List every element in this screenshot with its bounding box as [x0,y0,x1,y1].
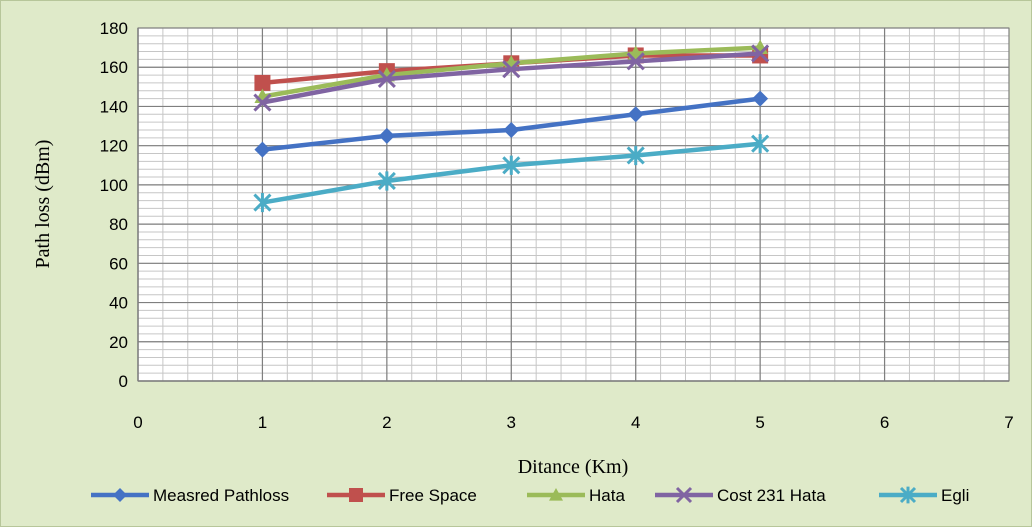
data-point [254,74,271,91]
y-tick-label: 140 [100,97,128,116]
marker-stroke [253,93,272,112]
data-point [751,44,770,63]
x-tick-label: 2 [382,413,391,432]
data-point [377,171,396,191]
x-tick-label: 5 [755,413,764,432]
legend-label: Measred Pathloss [153,486,289,505]
legend-marker [675,486,693,504]
y-tick-label: 20 [109,333,128,352]
data-point [253,93,272,112]
series-cost-231-hata [253,44,770,112]
legend-item: Hata [527,486,625,505]
y-tick-label: 60 [109,254,128,273]
y-tick-label: 100 [100,176,128,195]
marker-stroke [377,171,396,191]
data-point [627,106,644,123]
legend-item: Egli [879,486,969,505]
marker-stroke [751,134,770,154]
series-layer [253,39,770,213]
legend-marker [899,486,917,504]
marker-stroke [377,69,396,89]
y-axis-title: Path loss (dBm) [32,140,54,269]
x-tick-label: 0 [133,413,142,432]
data-point [751,134,770,154]
data-point [254,141,271,158]
marker-stroke [626,145,645,166]
x-tick-label: 1 [258,413,267,432]
legend-label: Cost 231 Hata [717,486,826,505]
data-point [377,69,396,89]
series-measred-pathloss [254,90,769,158]
marker-stroke [899,486,917,504]
y-tick-label: 160 [100,58,128,77]
legend-item: Cost 231 Hata [655,486,826,505]
legend-marker [113,488,127,502]
marker-stroke [751,44,770,63]
marker-stroke [675,486,693,504]
marker-stroke [502,60,521,79]
x-tick-label: 4 [631,413,640,432]
x-tick-label: 3 [507,413,516,432]
legend: Measred Pathloss Free Space Hata Cost 231 H… [91,486,969,505]
y-tick-labels: 0 20 40 60 80 100 120 140 160 180 [100,19,128,391]
data-point [253,192,272,213]
legend-item: Free Space [327,486,477,505]
plot-border [137,27,1010,382]
data-point [503,121,520,138]
data-point [502,155,521,175]
marker-stroke [502,155,521,175]
y-tick-label: 40 [109,294,128,313]
series-egli [253,134,770,213]
data-point [502,60,521,79]
x-tick-label: 7 [1004,413,1013,432]
marker-stroke [626,52,645,71]
x-tick-labels: 0 1 2 3 4 5 6 7 [133,413,1013,432]
data-point [378,127,395,144]
data-point [752,90,769,107]
marker-stroke [253,192,272,213]
x-tick-label: 6 [880,413,889,432]
x-axis-title: Ditance (Km) [518,456,629,478]
legend-label: Hata [589,486,625,505]
data-point [626,145,645,166]
axes [137,27,1010,382]
y-tick-label: 0 [119,372,128,391]
legend-label: Egli [941,486,969,505]
y-tick-label: 80 [109,215,128,234]
plot-area [138,28,1009,381]
legend-item: Measred Pathloss [91,486,289,505]
legend-label: Free Space [389,486,477,505]
legend-marker [549,488,563,501]
y-tick-label: 180 [100,19,128,38]
data-point [626,52,645,71]
y-tick-label: 120 [100,137,128,156]
legend-marker [349,488,363,502]
